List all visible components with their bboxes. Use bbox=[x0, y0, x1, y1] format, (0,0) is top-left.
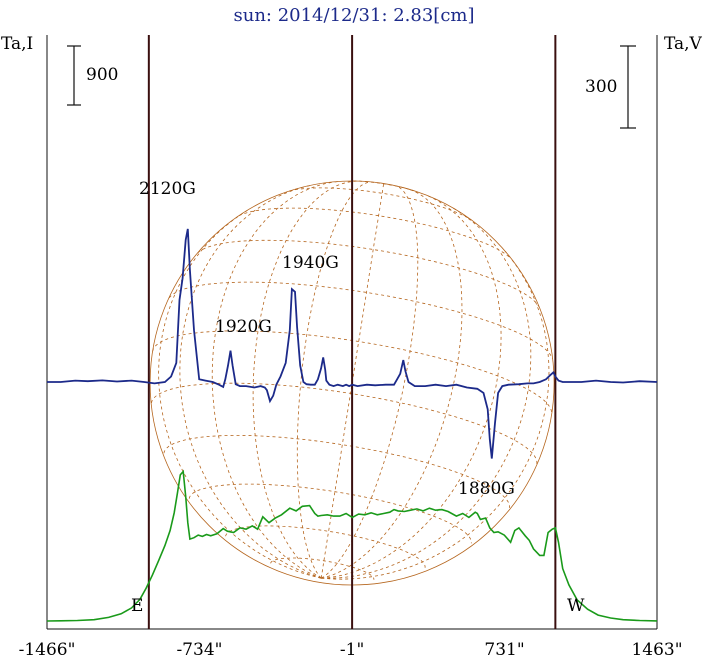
x-tick-label-2: -1" bbox=[340, 640, 364, 660]
longitude-line-0 bbox=[320, 183, 385, 579]
latitude-line-0 bbox=[238, 207, 512, 260]
series-polarization-line bbox=[47, 228, 658, 459]
latitude-line-0 bbox=[353, 180, 414, 191]
latitude-line-0 bbox=[197, 239, 540, 308]
series-intensity-line bbox=[46, 469, 658, 622]
longitude-line-0 bbox=[321, 250, 550, 580]
x-tick-label-3: 731" bbox=[484, 640, 524, 660]
left-scale-bar bbox=[67, 45, 81, 106]
limb-label-east: E bbox=[131, 596, 143, 616]
longitude-line-0 bbox=[252, 180, 358, 579]
longitude-line-0 bbox=[211, 181, 340, 579]
annotation-1940g: 1940G bbox=[282, 253, 339, 273]
latitude-line-0 bbox=[168, 281, 553, 359]
right-axis-label: Ta,V bbox=[664, 34, 703, 54]
longitude-line-0 bbox=[321, 194, 502, 579]
left-scale-label: 900 bbox=[86, 65, 118, 85]
x-tick-label-0: -1466" bbox=[19, 640, 76, 660]
x-tick-labels: -1466" -734" -1" 731" 1463" bbox=[19, 640, 683, 660]
x-tick-label-4: 1463" bbox=[631, 640, 682, 660]
chart-title: sun: 2014/12/31: 2.83[cm] bbox=[233, 5, 474, 26]
longitude-line-0 bbox=[158, 210, 322, 579]
x-tick-label-1: -734" bbox=[176, 640, 222, 660]
longitude-line-0 bbox=[321, 188, 463, 579]
latitude-line-0 bbox=[188, 483, 472, 544]
limb-label-west: W bbox=[567, 596, 585, 616]
annotation-1880g: 1880G bbox=[458, 479, 515, 499]
right-scale-label: 300 bbox=[585, 77, 617, 97]
latitude-line-0 bbox=[270, 557, 375, 580]
annotation-2120g: 2120G bbox=[139, 179, 196, 199]
left-axis-label: Ta,I bbox=[1, 34, 33, 54]
latitude-line-0 bbox=[152, 330, 553, 415]
right-scale-bar bbox=[620, 45, 636, 129]
longitude-line-0 bbox=[296, 181, 371, 579]
annotation-1920g: 1920G bbox=[215, 317, 272, 337]
